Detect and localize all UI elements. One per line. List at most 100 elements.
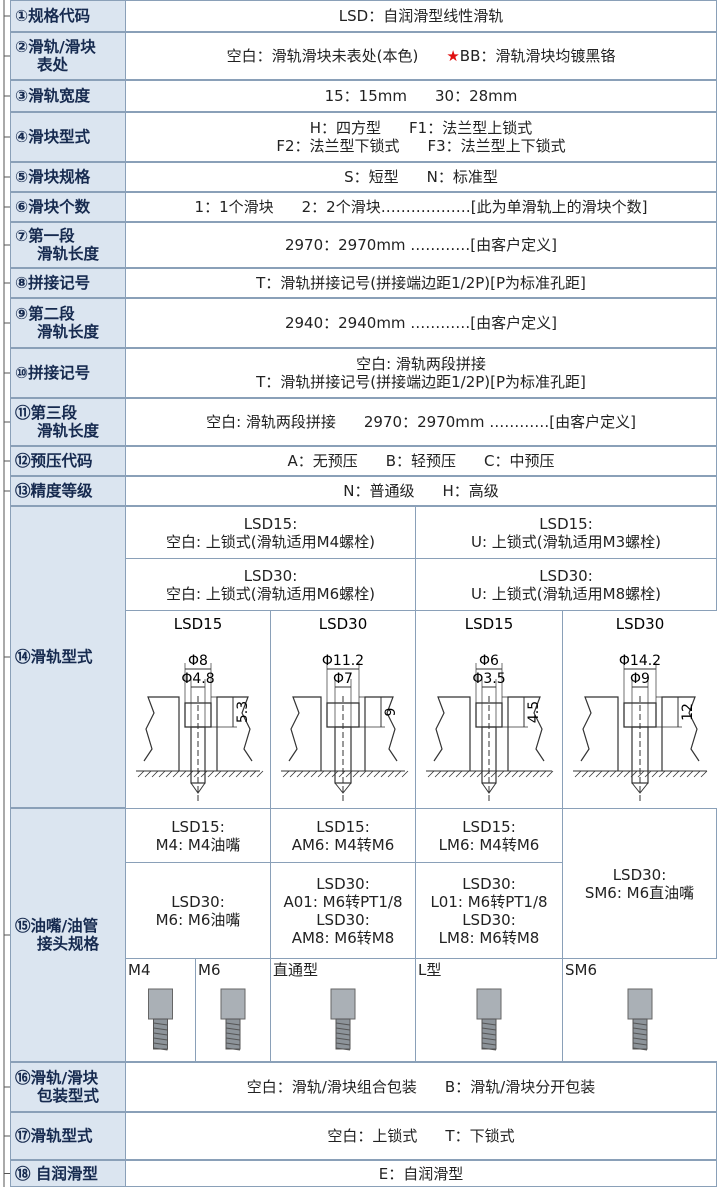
content-text: E：自润滑型 [378, 1164, 464, 1183]
content-text: T：滑轨拼接记号(拼接端边距1/2P)[P为标准孔距] [256, 274, 586, 292]
thread-line [481, 1047, 497, 1051]
hatch [165, 770, 173, 778]
row-content: H：四方型 F1：法兰型上锁式 F2：法兰型下锁式 F3：法兰型上下锁式 [125, 112, 717, 162]
hatch [434, 770, 442, 778]
hatch [693, 770, 701, 778]
row-content: S：短型 N：标准型 [125, 162, 717, 192]
fitting-line: LSD30: [316, 874, 370, 893]
photo-cell: M4 [125, 958, 196, 1062]
row-content: 空白: 滑轨两段拼接 2970：2970mm …………[由客户定义] [125, 398, 717, 446]
content-text: 2970：2970mm …………[由客户定义] [284, 236, 558, 254]
hatch [546, 770, 554, 778]
content-text: T：下锁式 [445, 1127, 515, 1145]
content-text: 空白：上锁式 [327, 1127, 418, 1145]
model-name: LSD15 [174, 615, 223, 633]
photo-label: M6 [198, 961, 221, 979]
hatch [504, 770, 512, 778]
hatch [700, 770, 708, 778]
hatch [623, 770, 631, 778]
content-segment: 空白：滑轨滑块未表处(本色) [227, 47, 419, 65]
label-line: ⑨第二段 [15, 305, 75, 323]
row-label: ⑰滑轨型式 [10, 1112, 126, 1160]
fitting-cell: LSD15: M4: M4油嘴 [125, 808, 271, 863]
fitting-line: LSD15: [462, 817, 516, 836]
option-line: LSD30: [539, 566, 593, 585]
red-star: ★ [446, 47, 460, 65]
row-content: 空白: 滑轨两段拼接 T：滑轨拼接记号(拼接端边距1/2P)[P为标准孔距] [125, 348, 717, 398]
hatch [193, 770, 201, 778]
content-text: C：中预压 [484, 452, 555, 470]
content-text: 空白：滑轨/滑块组合包装 [246, 1078, 417, 1096]
photo-label: 直通型 [273, 961, 319, 979]
row-content: A：无预压 B：轻预压 C：中预压 [125, 446, 717, 476]
fitting-line: LSD30: [462, 874, 516, 893]
depth-dim: 4.5 [526, 701, 542, 723]
photo-label: M4 [128, 961, 151, 979]
hatch [469, 770, 477, 778]
row-content: 空白：上锁式 T：下锁式 [125, 1112, 717, 1160]
content-text: 2940：2940mm …………[由客户定义] [284, 314, 558, 332]
content-text: 1：1个滑块 [194, 198, 274, 216]
content-segment: ★BB：滑轨滑块均镀黑铬 [446, 47, 615, 65]
hatch [651, 770, 659, 778]
bolt-tip [631, 782, 649, 794]
row-label: ⑧拼接记号 [10, 268, 126, 298]
hatch [518, 770, 526, 778]
fitting-photo [330, 988, 356, 1051]
content-segment: 30：28mm [435, 87, 517, 105]
thread-line [632, 1022, 648, 1026]
fitting-cell: LSD30: L01: M6转PT1/8 LSD30: LM8: M6转M8 [415, 862, 563, 959]
thread-line [225, 1042, 241, 1046]
label-line: 滑轨长度 [37, 422, 100, 440]
rail-drawing: LSD15 Φ8 Φ4.8 5.3 [136, 615, 264, 801]
option-line: LSD30: [243, 566, 298, 585]
hatch [427, 770, 435, 778]
content-line: 15：15mm 30：28mm [311, 87, 532, 105]
hatch [511, 770, 519, 778]
row-label: ⑦第一段 滑轨长度 [10, 222, 126, 268]
hatch [581, 770, 589, 778]
row-label: ④滑块型式 [10, 112, 126, 162]
row-label: ⑥滑块个数 [10, 192, 126, 222]
hatch [137, 770, 145, 778]
content-line: F2：法兰型下锁式 F3：法兰型上下锁式 [262, 137, 579, 155]
rail-option: LSD30: 空白: 上锁式(滑轨适用M6螺栓) [125, 558, 416, 611]
row-label: ⑨第二段 滑轨长度 [10, 298, 126, 348]
content-text: F1：法兰型上锁式 [409, 119, 533, 137]
content-segment: 空白：上锁式 [327, 1127, 417, 1145]
hatch [497, 770, 505, 778]
inner-dim: Φ7 [333, 671, 353, 687]
content-segment: 2940：2940mm …………[由客户定义] [285, 314, 557, 332]
content-line: 空白: 滑轨两段拼接 [342, 355, 500, 373]
rail-drawing: LSD30 Φ14.2 Φ9 12 [573, 615, 708, 801]
label-line: ①规格代码 [15, 7, 91, 25]
label-line: ⑮油嘴/油管 [15, 917, 99, 935]
inner-dim: Φ9 [630, 671, 650, 687]
nut [627, 988, 653, 1020]
row-label: ⑪第三段 滑轨长度 [10, 398, 126, 446]
fitting-cell: LSD30: A01: M6转PT1/8 LSD30: AM8: M6转M8 [270, 862, 416, 959]
content-segment: E：自润滑型 [379, 1165, 463, 1183]
content-text: A：无预压 [287, 452, 358, 470]
fitting-line: LSD15: [171, 817, 225, 836]
content-line: T：滑轨拼接记号(拼接端边距1/2P)[P为标准孔距] [242, 373, 600, 391]
hatch [679, 770, 687, 778]
row-content: N：普通级 H：高级 [125, 476, 717, 506]
hatch [539, 770, 547, 778]
row-content: 2940：2940mm …………[由客户定义] [125, 298, 717, 348]
hatch [686, 770, 694, 778]
fitting-line: LSD30: [612, 865, 667, 884]
hatch [665, 770, 673, 778]
content-line: 1：1个滑块 2：2个滑块………………[此为单滑轨上的滑块个数] [181, 198, 662, 216]
content-line: N：普通级 H：高级 [329, 482, 513, 500]
hatch [282, 770, 290, 778]
content-text: H：四方型 [309, 119, 382, 137]
row-label: ⑱ 自润滑型 [10, 1160, 126, 1187]
fitting-line: LSD15: [316, 817, 370, 836]
content-segment: B：滑轨/滑块分开包装 [445, 1078, 595, 1096]
hatch [672, 770, 680, 778]
content-text: BB：滑轨滑块均镀黑铬 [459, 47, 616, 65]
label-line: ⑤滑块规格 [15, 168, 91, 186]
content-text: 15：15mm [324, 87, 407, 105]
drawing-cell: LSD30 Φ14.2 Φ9 12 [562, 610, 717, 809]
